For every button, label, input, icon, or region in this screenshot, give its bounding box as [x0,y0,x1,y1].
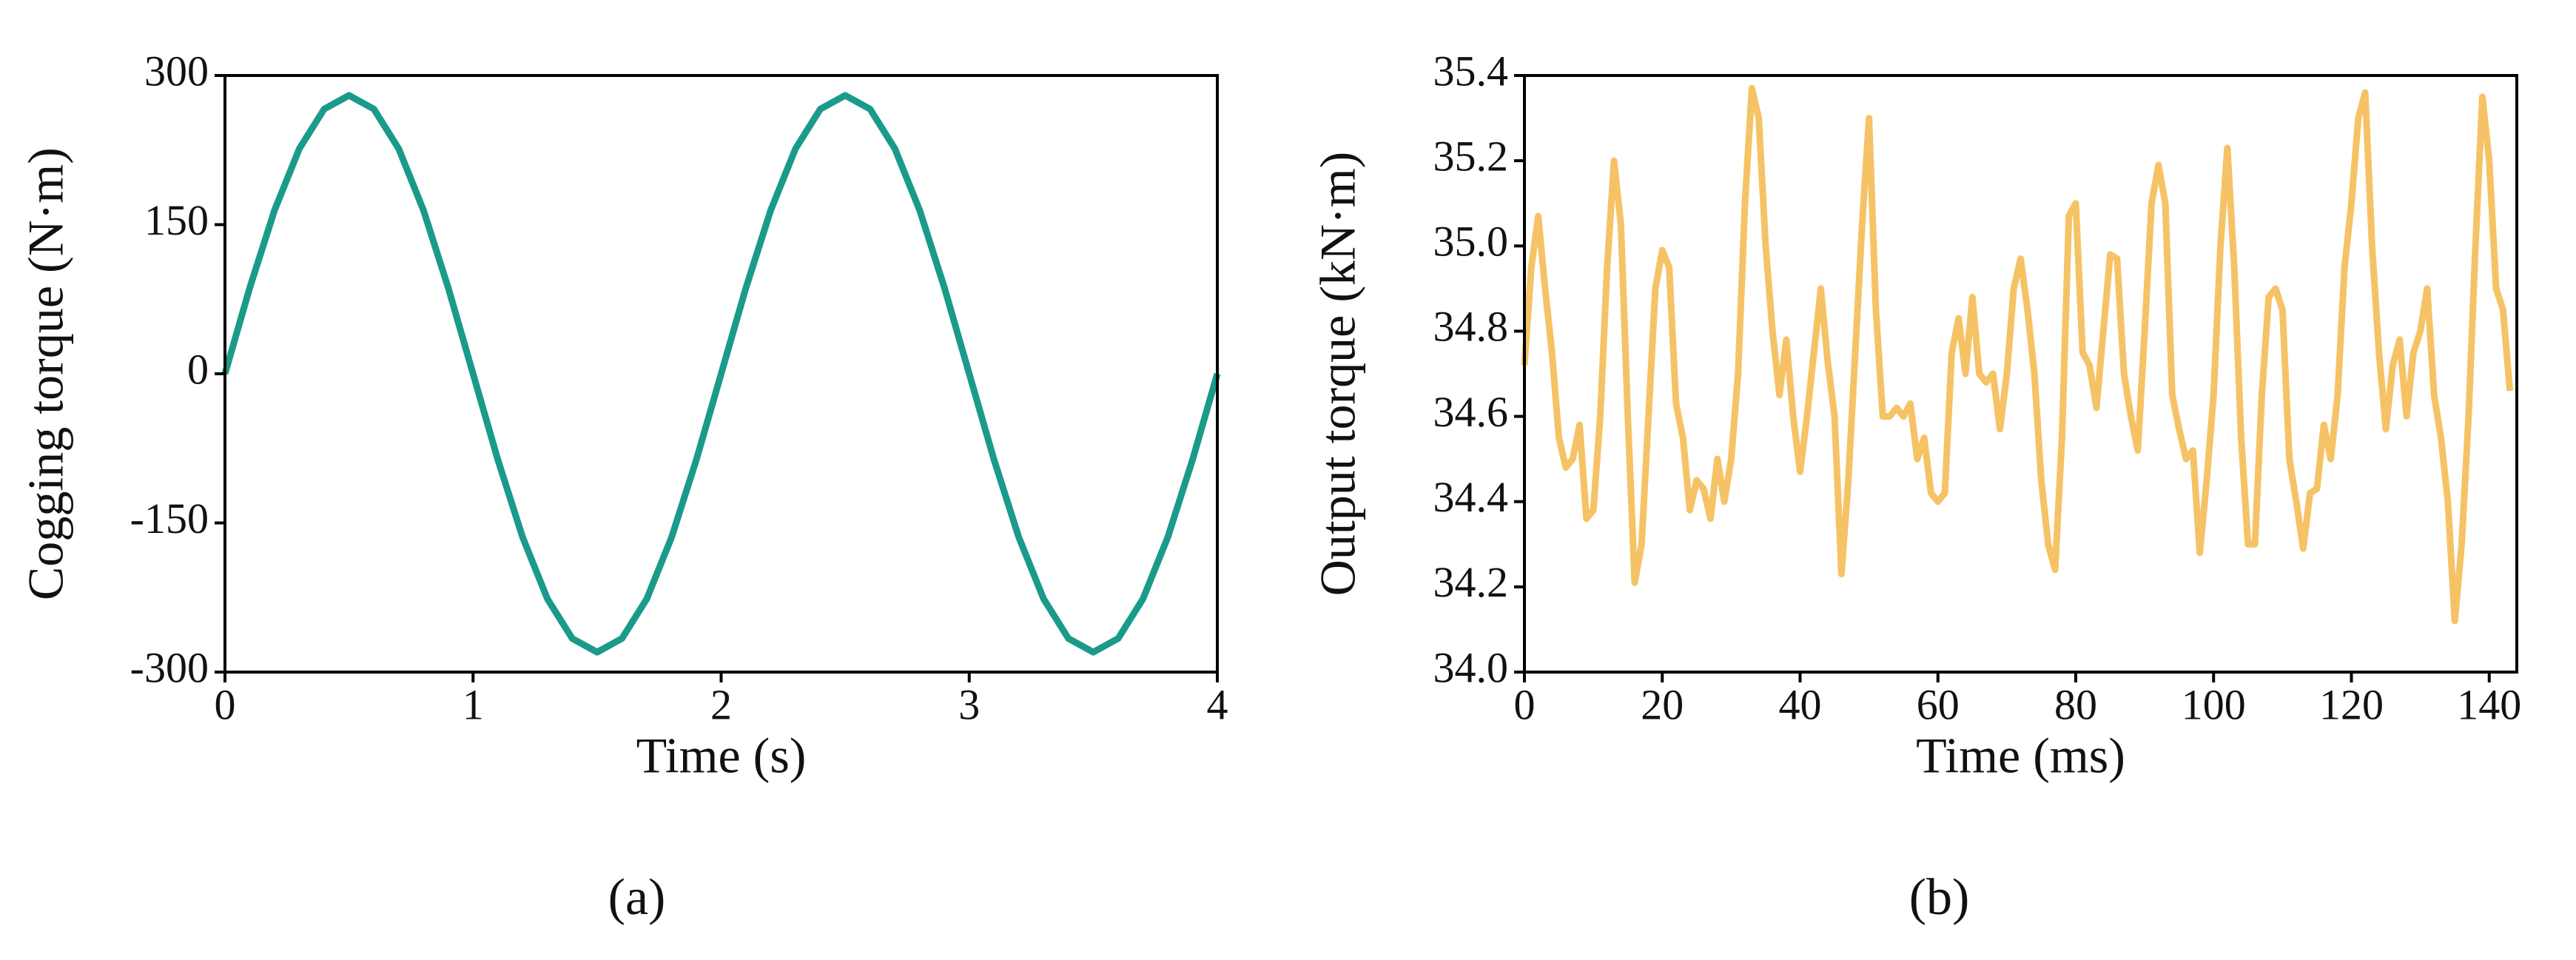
data-line [221,92,1221,656]
x-tick-label: 140 [2457,680,2521,728]
y-tick-label: 35.4 [1433,47,1509,95]
y-tick-label: -300 [130,643,209,691]
data-line [1521,84,2514,625]
plot-frame [1523,74,2518,674]
x-tick-label: 60 [1917,680,1960,728]
x-tick-label: 120 [2319,680,2384,728]
x-axis-label: Time (s) [636,728,807,784]
x-tick-label: 3 [958,680,980,728]
x-tick-label: 0 [1514,680,1536,728]
y-tick-label: 34.2 [1433,558,1509,606]
x-tick-label: 4 [1207,680,1228,728]
x-tick-label: 100 [2182,680,2246,728]
y-tick-label: 34.4 [1433,473,1509,521]
y-tick-label: 300 [144,47,209,95]
x-axis-label: Time (ms) [1916,728,2125,784]
x-tick-label: 80 [2054,680,2097,728]
x-tick-label: 2 [710,680,732,728]
y-tick-label: -150 [130,494,209,543]
caption: (b) [1909,869,1970,926]
y-axis-label: Cogging torque (N·m) [18,147,74,600]
x-tick-label: 1 [463,680,484,728]
y-tick-label: 0 [187,345,209,393]
x-tick-label: 0 [215,680,236,728]
y-tick-label: 150 [144,196,209,244]
y-axis-label: Output torque (kN·m) [1310,152,1366,597]
y-tick-label: 34.8 [1433,303,1509,351]
y-tick-label: 35.0 [1433,218,1509,266]
y-tick-label: 35.2 [1433,132,1509,180]
x-tick-label: 40 [1779,680,1822,728]
x-tick-label: 20 [1641,680,1684,728]
y-tick-label: 34.6 [1433,388,1509,436]
y-tick-label: 34.0 [1433,643,1509,691]
caption: (a) [608,869,666,926]
